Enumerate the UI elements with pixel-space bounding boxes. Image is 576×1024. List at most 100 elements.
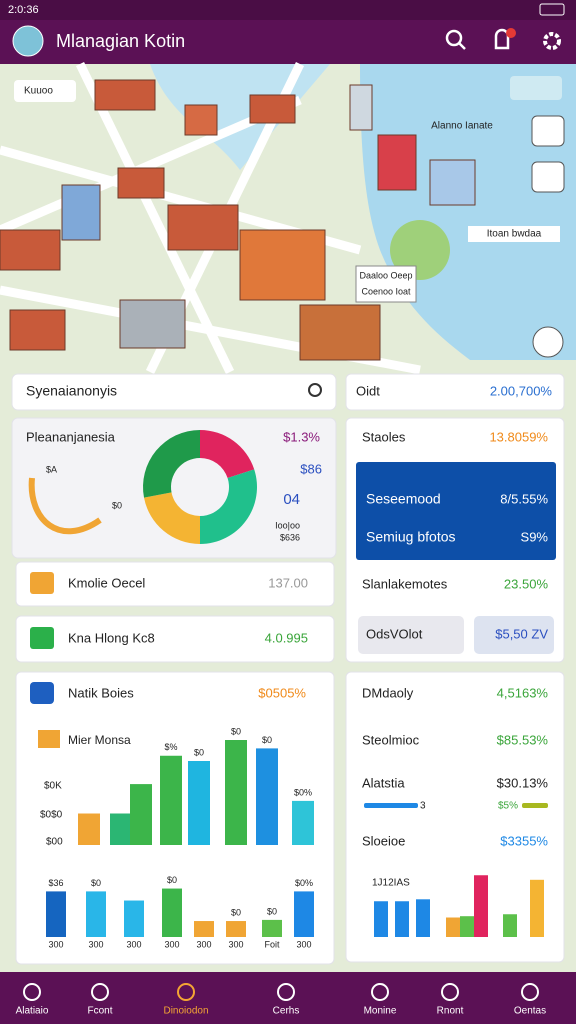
highlight-label: Semiug bfotos [366,529,456,545]
bar [124,900,144,937]
x-label: 300 [48,939,63,949]
detail-label: Alatstia [362,775,405,790]
app-title: Mlanagian Kotin [56,31,185,51]
highlight-box [356,462,556,560]
locate-button[interactable] [532,326,564,358]
nav-label: Cerhs [273,1006,300,1017]
donut-label: Ioo|oo [275,520,300,530]
chart-icon [38,730,60,748]
bar [446,917,460,937]
y-label: $0$0 [40,810,63,821]
y-label: $0K [44,781,62,792]
x-label: Foit [264,939,280,949]
donut-segment [200,430,255,479]
x-label: 300 [88,939,103,949]
map-label: Alanno Ianate [431,121,493,132]
detail-label: Steolmioc [362,732,420,747]
search-icon[interactable] [445,29,463,47]
back-button[interactable] [14,80,76,102]
y-label: $00 [46,837,63,848]
progress-bar [522,803,548,808]
donut-label: $1.3% [283,429,320,444]
x-label: 300 [228,939,243,949]
bar-label: $0 [194,747,204,757]
detail-label: Sloeioe [362,833,405,848]
list-label: Kna Hlong Kc8 [68,630,155,645]
highlight-value: S9% [521,529,549,544]
detail-value: $85.53% [497,732,549,747]
summary-box [345,373,565,411]
search-box[interactable] [11,373,337,411]
donut-label: 04 [283,491,300,508]
list-value: 137.00 [268,575,308,590]
nav-icon[interactable] [371,983,389,1001]
bar [416,899,430,937]
gauge-label: $A [46,464,57,474]
home-button[interactable] [531,115,565,147]
detail-value: $30.13% [497,775,549,790]
nav-label: Rnont [437,1006,464,1017]
nav-icon[interactable] [521,983,539,1001]
nav-label: Oentas [514,1006,546,1017]
bar [162,888,182,937]
bar-label: $0 [262,735,272,745]
list-icon [30,627,54,649]
building [184,104,218,136]
bar [130,784,152,845]
building [249,94,296,124]
building [377,134,417,191]
stats-row-label: Slanlakemotes [362,576,448,591]
bar [226,921,246,937]
park [390,220,450,280]
list-item[interactable] [15,561,335,607]
building [349,84,373,131]
x-label: 300 [196,939,211,949]
nav-icon[interactable] [277,983,295,1001]
nav-icon[interactable] [441,983,459,1001]
progress-label: 3 [420,801,426,812]
stats-row-value: 23.50% [504,576,549,591]
donut-segment [200,469,257,544]
badge [506,28,516,38]
button[interactable] [474,616,554,654]
bar [46,891,66,937]
bar-label: $0% [295,878,313,888]
building [9,309,66,351]
donut-label: $86 [300,461,322,476]
progress-label: $5% [498,801,518,812]
donut-label: $636 [280,532,300,542]
list-item[interactable] [15,615,335,663]
nav-icon[interactable] [91,983,109,1001]
x-label: 300 [164,939,179,949]
building [167,204,239,251]
bar [86,891,106,937]
building [429,159,476,206]
stats-value: 13.8059% [489,429,548,444]
bar-label: $0 [267,906,277,916]
settings-icon[interactable] [543,32,561,50]
bar [110,813,132,845]
card-title: Pleananjanesia [26,429,116,444]
fullscreen-button[interactable] [531,161,565,193]
nav-label: Fcont [87,1006,112,1017]
button[interactable] [358,616,464,654]
search-placeholder: Syenaianonyis [26,383,117,399]
button-label: OdsVOlot [366,626,423,641]
building [0,229,61,271]
search-icon-handle [458,42,466,50]
nav-icon[interactable] [23,983,41,1001]
detail-label: DMdaoly [362,685,414,700]
summary-label: Oidt [356,383,380,398]
bar [395,901,409,937]
avatar[interactable] [12,25,44,57]
nav-icon[interactable] [177,983,195,1001]
bar-label: $0 [231,726,241,736]
stats-title: Staoles [362,429,406,444]
bar [474,875,488,937]
bar [530,879,544,937]
bar [503,914,517,937]
x-label: 300 [296,939,311,949]
layers-button[interactable] [510,76,562,100]
bar [460,916,474,937]
bar [374,901,388,937]
